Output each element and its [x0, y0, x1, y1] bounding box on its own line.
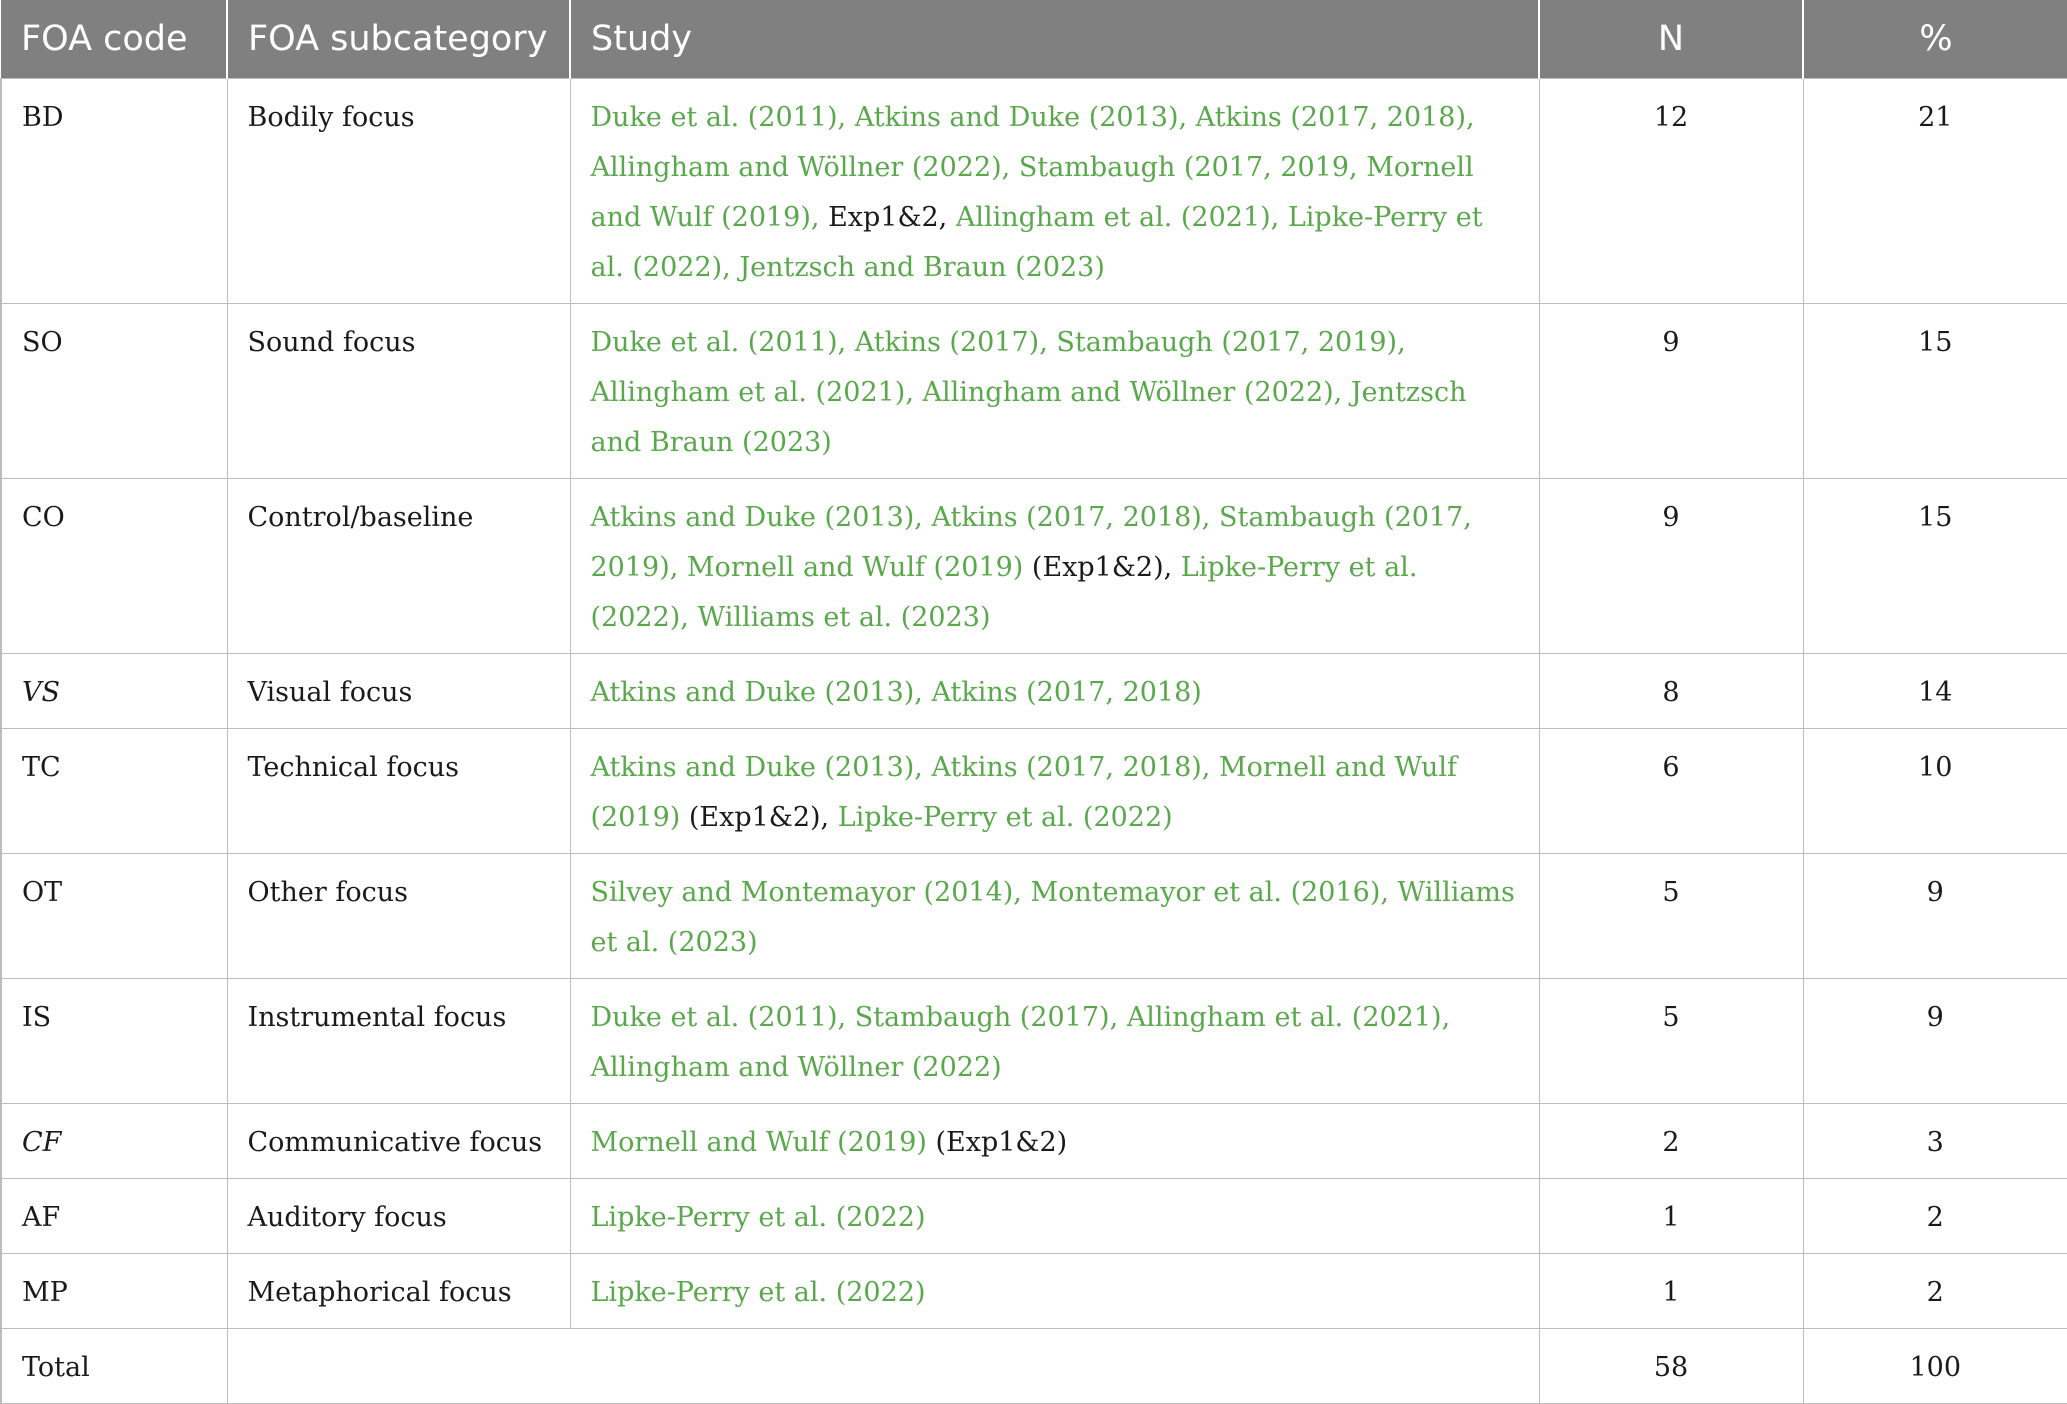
study-reference-link[interactable]: Lipke-Perry et al. (2022): [837, 801, 1173, 833]
study-note: (Exp1&2),: [680, 801, 838, 833]
cell-percent: 3: [1802, 1102, 2067, 1179]
cell-study: Atkins and Duke (2013), Atkins (2017, 20…: [569, 477, 1540, 654]
cell-subcategory: Communicative focus: [226, 1102, 571, 1179]
study-reference-link[interactable]: Mornell and Wulf (2019): [590, 1126, 927, 1158]
cell-subcategory: Technical focus: [226, 727, 571, 854]
header-n: N: [1539, 0, 1804, 78]
table-row: OT Other focus Silvey and Montemayor (20…: [0, 852, 2067, 979]
cell-code: AF: [0, 1177, 228, 1254]
total-n: 58: [1538, 1327, 1804, 1404]
study-reference-link[interactable]: Duke et al. (2011), Stambaugh (2017), Al…: [590, 1001, 1451, 1083]
cell-subcategory: Visual focus: [226, 652, 571, 729]
cell-subcategory: Instrumental focus: [226, 977, 571, 1104]
cell-n: 12: [1538, 77, 1804, 304]
table-header: FOA code FOA subcategory Study N %: [1, 0, 2067, 78]
cell-study: Duke et al. (2011), Atkins (2017), Stamb…: [569, 302, 1540, 479]
cell-study: Atkins and Duke (2013), Atkins (2017, 20…: [569, 652, 1540, 729]
study-reference-link[interactable]: Silvey and Montemayor (2014), Montemayor…: [590, 876, 1515, 958]
study-note: (Exp1&2): [926, 1126, 1068, 1158]
table-row: IS Instrumental focus Duke et al. (2011)…: [0, 977, 2067, 1104]
cell-code: SO: [0, 302, 228, 479]
study-reference-link[interactable]: Atkins and Duke (2013), Atkins (2017, 20…: [590, 501, 1472, 583]
cell-n: 2: [1538, 1102, 1804, 1179]
cell-n: 6: [1538, 727, 1804, 854]
study-reference-link[interactable]: Lipke-Perry et al. (2022): [590, 1276, 926, 1308]
study-reference-link[interactable]: Lipke-Perry et al. (2022): [590, 1201, 926, 1233]
cell-percent: 14: [1802, 652, 2067, 729]
cell-percent: 9: [1802, 852, 2067, 979]
cell-percent: 2: [1802, 1177, 2067, 1254]
total-empty-cell: [226, 1327, 1540, 1404]
total-row: Total 58 100: [0, 1327, 2067, 1404]
study-reference-link[interactable]: Atkins and Duke (2013), Atkins (2017, 20…: [590, 676, 1202, 708]
cell-n: 8: [1538, 652, 1804, 729]
cell-code: CO: [0, 477, 228, 654]
cell-code: MP: [0, 1252, 228, 1329]
study-reference-link[interactable]: Duke et al. (2011), Atkins (2017), Stamb…: [590, 326, 1467, 458]
cell-n: 5: [1538, 977, 1804, 1104]
total-label: Total: [0, 1327, 228, 1404]
cell-code: BD: [0, 77, 228, 304]
table-row: SO Sound focus Duke et al. (2011), Atkin…: [0, 302, 2067, 479]
cell-code: OT: [0, 852, 228, 979]
cell-n: 1: [1538, 1252, 1804, 1329]
study-note: (Exp1&2),: [1023, 551, 1181, 583]
study-reference-link[interactable]: Duke et al. (2011), Atkins and Duke (201…: [590, 101, 1475, 233]
cell-study: Lipke-Perry et al. (2022): [569, 1252, 1540, 1329]
cell-study: Atkins and Duke (2013), Atkins (2017, 20…: [569, 727, 1540, 854]
table-row: AF Auditory focus Lipke-Perry et al. (20…: [0, 1177, 2067, 1254]
total-percent: 100: [1802, 1327, 2067, 1404]
cell-subcategory: Bodily focus: [226, 77, 571, 304]
table-body: BD Bodily focus Duke et al. (2011), Atki…: [0, 77, 2067, 1404]
cell-percent: 9: [1802, 977, 2067, 1104]
table-row: CF Communicative focus Mornell and Wulf …: [0, 1102, 2067, 1179]
header-percent: %: [1919, 18, 1953, 59]
cell-code: CF: [0, 1102, 228, 1179]
cell-study: Duke et al. (2011), Atkins and Duke (201…: [569, 77, 1540, 304]
table-row: TC Technical focus Atkins and Duke (2013…: [0, 727, 2067, 854]
study-reference-link[interactable]: Lipke-Perry et al. (2022), Williams et a…: [590, 551, 1418, 633]
header-foa-subcategory: FOA subcategory: [227, 0, 571, 78]
cell-n: 9: [1538, 302, 1804, 479]
cell-percent: 10: [1802, 727, 2067, 854]
cell-n: 9: [1538, 477, 1804, 654]
table-row: MP Metaphorical focus Lipke-Perry et al.…: [0, 1252, 2067, 1329]
cell-code: VS: [0, 652, 228, 729]
header-foa-code: FOA code: [1, 0, 228, 78]
study-reference-link[interactable]: Atkins and Duke (2013), Atkins (2017, 20…: [590, 751, 1458, 833]
cell-percent: 2: [1802, 1252, 2067, 1329]
cell-subcategory: Auditory focus: [226, 1177, 571, 1254]
cell-study: Silvey and Montemayor (2014), Montemayor…: [569, 852, 1540, 979]
cell-study: Mornell and Wulf (2019) (Exp1&2): [569, 1102, 1540, 1179]
cell-subcategory: Sound focus: [226, 302, 571, 479]
table-row: VS Visual focus Atkins and Duke (2013), …: [0, 652, 2067, 729]
cell-study: Lipke-Perry et al. (2022): [569, 1177, 1540, 1254]
header-row: FOA code FOA subcategory Study N %: [1, 0, 2067, 78]
cell-n: 5: [1538, 852, 1804, 979]
header-study: Study: [570, 0, 1540, 78]
study-note: Exp1&2,: [819, 201, 956, 233]
table-row: CO Control/baseline Atkins and Duke (201…: [0, 477, 2067, 654]
cell-n: 1: [1538, 1177, 1804, 1254]
table-row: BD Bodily focus Duke et al. (2011), Atki…: [0, 77, 2067, 304]
cell-subcategory: Control/baseline: [226, 477, 571, 654]
cell-percent: 15: [1802, 302, 2067, 479]
cell-study: Duke et al. (2011), Stambaugh (2017), Al…: [569, 977, 1540, 1104]
cell-percent: 21: [1802, 77, 2067, 304]
cell-code: IS: [0, 977, 228, 1104]
cell-percent: 15: [1802, 477, 2067, 654]
cell-subcategory: Other focus: [226, 852, 571, 979]
cell-subcategory: Metaphorical focus: [226, 1252, 571, 1329]
study-reference-link[interactable]: Allingham et al. (2021), Lipke-Perry et …: [590, 201, 1483, 283]
cell-code: TC: [0, 727, 228, 854]
